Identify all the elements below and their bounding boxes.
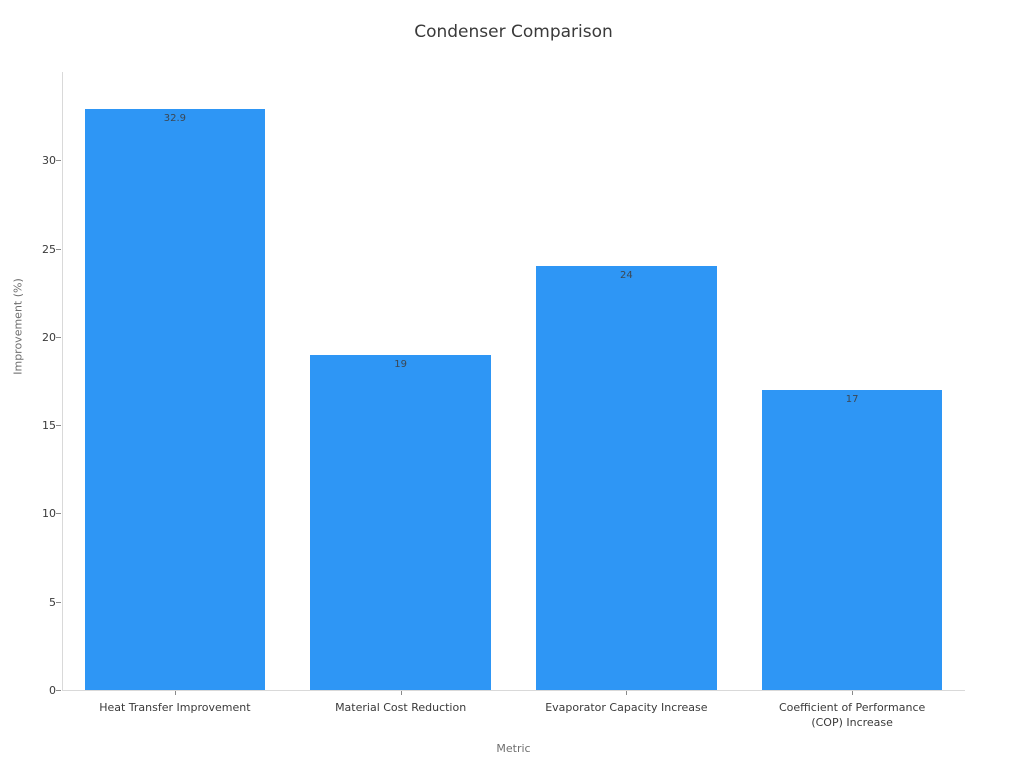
bar-value-label: 17 <box>845 393 859 405</box>
y-tick-label: 0 <box>49 684 56 697</box>
x-tick-mark <box>400 691 402 695</box>
y-tick-mark <box>56 513 61 515</box>
plot-area: 32.9 19 24 17 0 5 10 15 20 25 30 Heat Transfer Im… <box>42 72 965 729</box>
y-tick-label: 25 <box>42 242 56 256</box>
x-axis-line <box>62 690 965 691</box>
y-tick-mark <box>56 601 61 603</box>
x-category-label: Heat Transfer Improvement <box>99 701 251 714</box>
bar-value-label: 32.9 <box>163 113 186 125</box>
x-category-label: Coefficient of Performance (COP) Increas… <box>778 701 926 729</box>
y-tick-mark <box>56 160 61 162</box>
y-tick-label: 30 <box>42 154 56 168</box>
x-category-label: Evaporator Capacity Increase <box>545 701 708 714</box>
bar <box>84 109 266 690</box>
y-axis-line <box>62 72 63 691</box>
y-tick-mark <box>56 425 61 427</box>
y-tick-mark <box>56 248 61 250</box>
y-tick-label: 10 <box>42 507 56 521</box>
bar <box>310 354 491 690</box>
y-axis-title: Improvement (%) <box>11 278 25 375</box>
x-category-label: Material Cost Reduction <box>335 701 467 714</box>
x-tick-mark <box>852 691 854 695</box>
y-tick-label: 15 <box>42 419 56 433</box>
bar-value-label: 24 <box>619 270 633 282</box>
chart-title: Condenser Comparison <box>414 22 613 42</box>
y-tick-mark <box>56 690 61 691</box>
x-tick-mark <box>174 691 176 695</box>
bar <box>536 266 717 690</box>
x-axis-title: Metric <box>496 742 531 755</box>
bar <box>761 389 943 690</box>
bar-value-label: 19 <box>394 358 407 370</box>
y-tick-label: 20 <box>42 330 56 344</box>
x-tick-mark <box>626 691 628 695</box>
y-tick-label: 5 <box>49 595 56 609</box>
y-tick-mark <box>56 336 61 338</box>
